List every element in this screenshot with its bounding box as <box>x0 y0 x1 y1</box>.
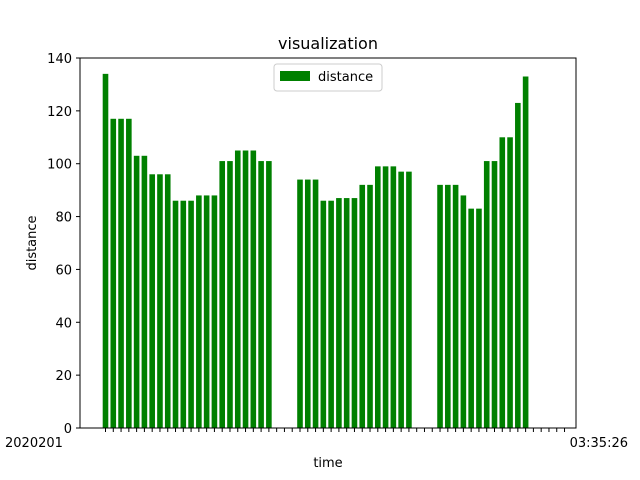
bar <box>351 198 358 428</box>
bar <box>312 179 319 428</box>
x-tick-label-left-cluster: 2020201 <box>5 436 63 451</box>
chart-title: visualization <box>278 34 378 53</box>
bar <box>157 174 163 428</box>
bar <box>118 118 124 428</box>
bar <box>483 161 490 428</box>
bar <box>172 200 179 428</box>
bar <box>250 150 257 428</box>
bar <box>328 200 334 428</box>
y-tick-label: 40 <box>55 316 72 331</box>
bar <box>445 184 451 428</box>
bar <box>507 137 513 429</box>
bar <box>375 166 381 429</box>
y-tick-label: 60 <box>55 263 72 278</box>
plot-area-frame <box>79 57 577 429</box>
y-tick-label: 80 <box>55 211 72 226</box>
bar <box>126 118 132 428</box>
bar <box>382 166 389 429</box>
bar <box>203 195 210 428</box>
x-axis-ticks <box>105 428 566 432</box>
bar <box>499 137 506 429</box>
bar <box>227 161 233 428</box>
bar <box>522 76 529 428</box>
bars-group <box>102 73 529 429</box>
x-axis-label: time <box>313 456 342 471</box>
bar <box>437 184 443 428</box>
bar <box>133 155 140 429</box>
bar <box>297 179 303 428</box>
bar <box>149 174 155 428</box>
bar <box>242 150 249 428</box>
bar <box>304 179 311 428</box>
bar <box>452 184 459 428</box>
bar <box>188 200 194 428</box>
bar <box>406 171 412 428</box>
y-tick-label: 120 <box>47 105 72 120</box>
bar <box>196 195 202 428</box>
bar <box>336 198 342 428</box>
y-tick-label: 100 <box>47 158 72 173</box>
y-tick-label: 0 <box>64 422 72 437</box>
bar <box>515 102 521 429</box>
bar <box>110 118 117 428</box>
bar <box>180 200 187 428</box>
y-tick-label: 20 <box>55 369 72 384</box>
bar <box>211 195 218 428</box>
bar <box>491 161 498 428</box>
bar <box>141 155 148 429</box>
bar <box>219 161 225 428</box>
bar <box>258 161 264 428</box>
bar <box>343 198 350 428</box>
legend-box <box>273 63 383 92</box>
legend-swatch <box>280 71 310 81</box>
legend: distance <box>273 63 383 92</box>
bar <box>390 166 397 429</box>
bar <box>102 73 109 429</box>
bar <box>164 174 171 428</box>
bar <box>476 208 482 428</box>
x-tick-label-right-cluster: 03:35:26 <box>570 436 628 451</box>
y-axis-label: distance <box>25 215 40 270</box>
bar <box>320 200 327 428</box>
bar <box>266 161 272 428</box>
bar <box>234 150 241 428</box>
y-tick-label: 140 <box>47 52 72 67</box>
y-axis-ticks: 0 20 40 60 80 100 120 140 <box>47 52 80 437</box>
bar <box>367 184 373 428</box>
bar <box>468 208 474 428</box>
legend-label-distance: distance <box>318 70 373 85</box>
bar <box>359 184 366 428</box>
bar <box>398 171 404 428</box>
bar <box>460 195 467 428</box>
